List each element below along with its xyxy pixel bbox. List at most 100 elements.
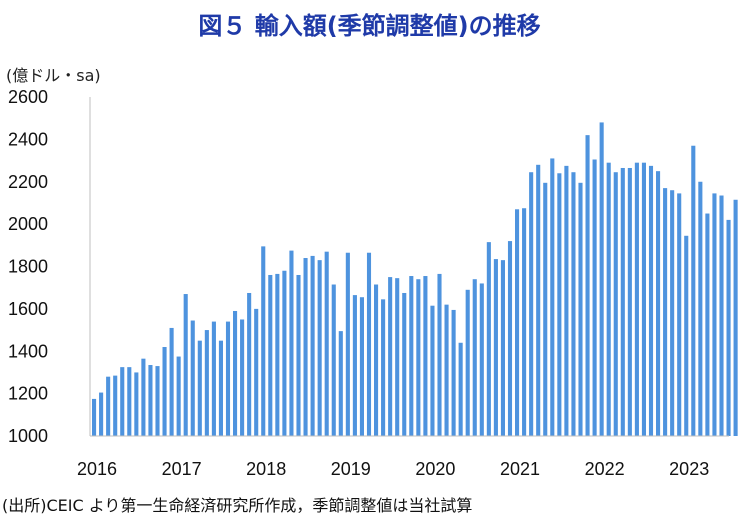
bar-2019-06 <box>381 299 386 436</box>
bar-2020-04 <box>451 309 456 436</box>
chart-title: 図５ 輸入額(季節調整値)の推移 <box>198 12 541 40</box>
x-tick-labels: 2016201720182019202020212022202320242025 <box>77 459 709 479</box>
bar-2017-06 <box>211 321 216 436</box>
bar-2017-05 <box>204 330 209 436</box>
bar-2017-11 <box>247 292 252 436</box>
bar-2020-03 <box>444 304 449 436</box>
bar-2016-03 <box>106 376 111 436</box>
bar-2023-03 <box>698 181 703 436</box>
bar-2016-08 <box>141 358 146 436</box>
bar-2023-07 <box>726 219 731 436</box>
bar-2022-07 <box>641 162 646 436</box>
y-tick-labels: 1000 1200 1400 1600 1800 2000 2200 2400 2600 <box>8 87 48 446</box>
bar-2021-06 <box>550 158 555 436</box>
x-tick-2023: 2023 <box>669 459 709 479</box>
bar-2022-08 <box>648 165 654 437</box>
bar-2021-08 <box>564 165 569 437</box>
bar-2020-08 <box>479 283 484 436</box>
bar-2023-02 <box>691 145 696 437</box>
bar-2023-01 <box>684 235 689 436</box>
bar-2019-02 <box>352 295 357 436</box>
bar-2021-03 <box>529 172 534 436</box>
bar-2016-10 <box>155 366 160 436</box>
bar-2022-04 <box>620 167 625 437</box>
bar-2018-01 <box>261 246 266 436</box>
bar-2023-04 <box>705 213 710 436</box>
x-tick-2018: 2018 <box>246 459 286 479</box>
bar-2019-07 <box>388 277 393 436</box>
x-tick-2021: 2021 <box>500 459 540 479</box>
bar-2022-12 <box>677 193 682 436</box>
bar-2022-02 <box>606 162 611 436</box>
y-axis-label: (億ドル・sa) <box>6 66 101 85</box>
bar-2018-02 <box>268 274 273 436</box>
bar-2021-11 <box>585 135 590 436</box>
bar-2022-09 <box>656 171 661 436</box>
bar-2018-11 <box>331 284 336 436</box>
x-tick-2017: 2017 <box>162 459 202 479</box>
bar-2021-10 <box>578 182 583 436</box>
bar-2020-06 <box>465 289 470 436</box>
bar-chart: 1000 1200 1400 1600 1800 2000 2200 2400 2600 201… <box>8 87 738 479</box>
bar-2021-02 <box>522 208 527 436</box>
bar-2017-03 <box>190 320 195 436</box>
bar-2023-06 <box>719 195 724 436</box>
bar-2016-04 <box>113 375 118 436</box>
bar-2021-12 <box>592 159 597 436</box>
axes-group <box>89 97 729 437</box>
bar-2020-01 <box>430 305 435 436</box>
bar-2018-03 <box>275 273 280 436</box>
bar-2018-07 <box>303 258 308 436</box>
bar-2016-09 <box>148 365 153 436</box>
bar-2020-05 <box>458 342 463 436</box>
y-tick-2600: 2600 <box>8 87 48 107</box>
bar-2016-07 <box>134 372 139 436</box>
bar-2021-01 <box>515 209 520 436</box>
y-tick-1000: 1000 <box>8 426 48 446</box>
bar-2017-07 <box>218 340 223 436</box>
bar-2018-04 <box>282 270 287 436</box>
bar-2020-02 <box>437 273 442 436</box>
bar-2019-01 <box>345 252 350 436</box>
x-tick-2022: 2022 <box>585 459 625 479</box>
bar-2022-05 <box>627 167 632 437</box>
bar-2016-11 <box>162 347 167 436</box>
source-note: (出所)CEIC より第一生命経済研究所作成，季節調整値は当社試算 <box>2 496 473 515</box>
bar-2019-04 <box>366 252 372 436</box>
bar-2018-06 <box>296 274 301 436</box>
bar-2020-10 <box>493 259 498 436</box>
bar-2016-05 <box>120 367 125 436</box>
y-tick-1800: 1800 <box>8 257 48 277</box>
y-tick-2400: 2400 <box>8 129 48 149</box>
bar-2020-12 <box>507 241 513 436</box>
bar-2022-01 <box>599 122 604 437</box>
bar-2021-04 <box>536 164 541 437</box>
y-tick-2200: 2200 <box>8 172 48 192</box>
bar-2019-05 <box>374 284 379 436</box>
bar-2022-11 <box>670 190 675 436</box>
bar-2020-09 <box>486 242 491 436</box>
bar-2016-06 <box>127 367 132 436</box>
bar-2019-11 <box>416 279 421 436</box>
bar-2018-08 <box>310 255 315 436</box>
bar-2018-12 <box>338 331 343 436</box>
bar-2020-11 <box>500 260 505 436</box>
bar-2019-08 <box>395 278 400 436</box>
x-tick-2016: 2016 <box>77 459 117 479</box>
y-tick-1200: 1200 <box>8 384 48 404</box>
bar-2021-05 <box>543 182 548 436</box>
bar-2022-06 <box>634 162 639 436</box>
bar-2017-08 <box>225 321 231 436</box>
bar-2019-03 <box>359 297 364 436</box>
x-tick-2019: 2019 <box>331 459 371 479</box>
bar-2020-07 <box>472 279 477 436</box>
bar-2022-03 <box>613 172 618 436</box>
bar-2017-01 <box>176 356 181 436</box>
bar-2018-09 <box>317 260 322 436</box>
x-tick-2020: 2020 <box>415 459 455 479</box>
bars-group <box>92 122 738 437</box>
y-tick-2000: 2000 <box>8 214 48 234</box>
bar-2017-04 <box>197 340 202 436</box>
bar-2017-09 <box>233 310 238 436</box>
bar-2021-09 <box>571 172 576 436</box>
